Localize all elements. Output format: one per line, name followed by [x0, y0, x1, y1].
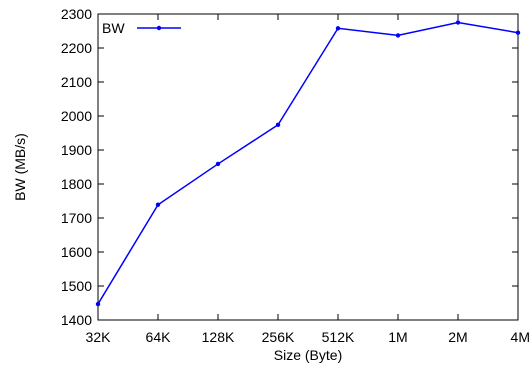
x-tick-label: 2M: [448, 329, 467, 345]
x-axis-label: Size (Byte): [274, 347, 342, 363]
y-tick-label: 1600: [61, 244, 92, 260]
x-tick-label: 512K: [322, 329, 355, 345]
x-tick-label: 32K: [86, 329, 112, 345]
plot-frame: [97, 13, 519, 321]
x-tick-label: 1M: [388, 329, 407, 345]
y-tick-label: 2200: [61, 40, 92, 56]
x-tick-label: 4M: [511, 329, 529, 345]
data-point: [275, 122, 281, 128]
y-axis-label: BW (MB/s): [12, 133, 28, 201]
y-tick-label: 1800: [61, 176, 92, 192]
legend-label-bw: BW: [102, 20, 125, 36]
data-point: [335, 26, 341, 31]
legend: BW: [102, 20, 181, 36]
data-point: [455, 20, 461, 25]
y-tick-label: 1700: [61, 210, 92, 226]
series-line-bw: [97, 21, 519, 305]
x-tick-label: 256K: [262, 329, 295, 345]
data-point: [395, 33, 401, 38]
y-tick-label: 2000: [61, 108, 92, 124]
x-tick-label: 128K: [202, 329, 235, 345]
series-points-bw: [95, 20, 521, 307]
x-axis: 32K 64K 128K 256K 512K 1M 2M 4M: [86, 14, 529, 345]
data-point: [95, 301, 101, 307]
y-tick-label: 2300: [61, 6, 92, 22]
legend-marker-bw: [156, 25, 162, 31]
data-point: [155, 202, 161, 207]
data-point: [215, 161, 221, 167]
y-tick-label: 2100: [61, 74, 92, 90]
y-tick-label: 1400: [61, 312, 92, 328]
data-point: [515, 30, 521, 35]
y-axis: 1400 1500 1600 1700 1800 1900 2000 2100 2200 2300: [61, 6, 518, 328]
y-tick-label: 1500: [61, 278, 92, 294]
x-tick-label: 64K: [146, 329, 172, 345]
y-tick-label: 1900: [61, 142, 92, 158]
